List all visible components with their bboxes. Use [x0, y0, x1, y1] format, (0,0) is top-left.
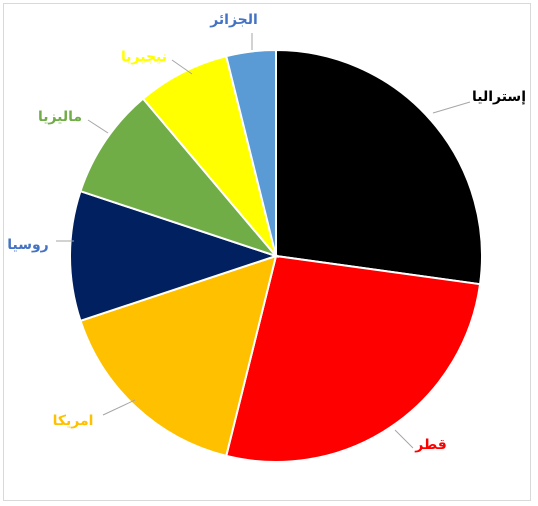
data-label-1: إستراليا [472, 89, 526, 105]
data-label-6: نيجيريا [121, 49, 167, 65]
data-label-2: قطر [414, 437, 447, 453]
pie-slice-1 [275, 48, 483, 286]
leader-line-5 [87, 119, 109, 134]
pie-slice-5 [79, 97, 280, 259]
leader-line-1 [432, 101, 471, 114]
pie-slice-4 [68, 189, 280, 323]
data-label-7: الجزائر [209, 12, 258, 28]
leader-line-3 [102, 399, 136, 416]
leader-line-2 [394, 429, 414, 449]
data-label-4: روسيا [7, 237, 49, 253]
leader-line-6 [171, 59, 193, 75]
pie-slice-7 [225, 48, 277, 257]
pie-slice-3 [79, 254, 278, 458]
data-label-5: ماليزيا [38, 109, 82, 125]
data-label-3: امريكا [53, 413, 94, 429]
pie-slice-2 [225, 254, 482, 463]
